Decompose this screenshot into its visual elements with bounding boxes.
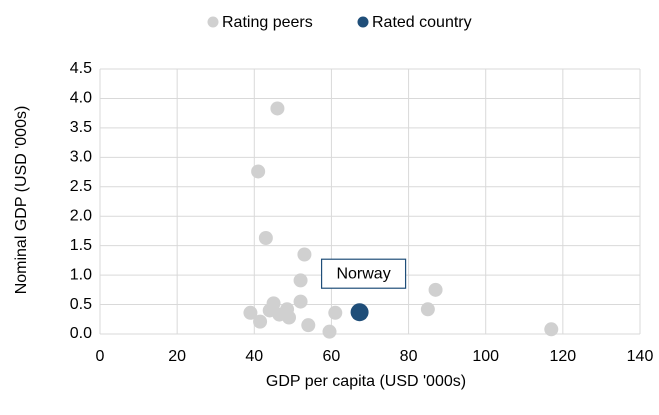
x-tick-label: 100 [472, 348, 499, 365]
x-tick-label: 0 [96, 348, 105, 365]
data-point [297, 247, 312, 262]
y-tick-label: 4.5 [70, 60, 92, 77]
data-point [270, 101, 285, 116]
data-point [251, 164, 266, 179]
annotation-box [320, 258, 407, 289]
y-tick-label: 3.5 [70, 119, 92, 136]
x-tick-label: 140 [627, 348, 654, 365]
legend-marker [207, 16, 219, 28]
legend-marker [357, 16, 369, 28]
data-point [293, 294, 308, 309]
data-point [544, 322, 559, 337]
data-point [301, 318, 316, 333]
data-point [420, 302, 435, 317]
x-tick-label: 20 [168, 348, 186, 365]
y-tick-label: 0.0 [70, 325, 92, 342]
y-tick-label: 2.5 [70, 178, 92, 195]
x-tick-label: 60 [323, 348, 341, 365]
data-point [350, 303, 369, 322]
legend-label: Rating peers [222, 14, 313, 31]
y-axis-label: Nominal GDP (USD '000s) [13, 106, 30, 295]
data-point [282, 310, 296, 325]
x-tick-label: 40 [245, 348, 263, 365]
x-tick-label: 120 [550, 348, 577, 365]
data-point [293, 273, 308, 288]
y-tick-label: 3.0 [70, 149, 92, 166]
data-point [258, 231, 273, 246]
data-point [428, 282, 443, 297]
y-tick-label: 1.5 [70, 237, 92, 254]
data-point [322, 324, 337, 339]
y-tick-label: 1.0 [70, 266, 92, 283]
x-axis-label: GDP per capita (USD '000s) [266, 373, 466, 390]
y-tick-label: 0.5 [70, 296, 92, 313]
y-tick-label: 2.0 [70, 207, 92, 224]
annotation: Norway [336, 265, 390, 282]
data-point [243, 305, 258, 320]
legend-label: Rated country [372, 14, 472, 31]
data-point [253, 314, 268, 329]
x-tick-label: 80 [400, 348, 418, 365]
data-point [328, 305, 343, 320]
y-tick-label: 4.0 [70, 90, 92, 107]
